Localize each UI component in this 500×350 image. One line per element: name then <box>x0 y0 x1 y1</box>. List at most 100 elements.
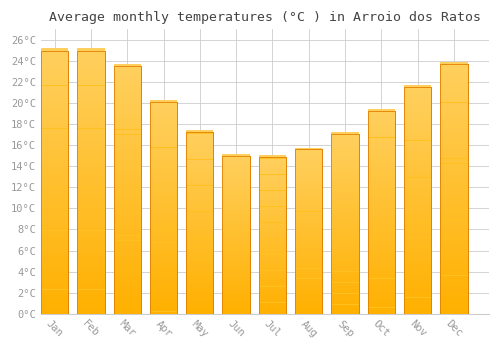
Bar <box>440 281 468 286</box>
Bar <box>440 265 468 271</box>
Bar <box>259 155 286 159</box>
Bar <box>404 196 431 201</box>
Bar <box>368 150 395 154</box>
Bar <box>404 173 431 177</box>
Bar <box>295 188 322 191</box>
Bar <box>404 215 431 219</box>
Bar <box>78 236 104 241</box>
Bar <box>295 285 322 288</box>
Bar <box>186 312 214 315</box>
Bar <box>259 168 286 171</box>
Bar <box>295 258 322 262</box>
Bar <box>368 171 395 175</box>
Bar <box>440 245 468 250</box>
Bar <box>368 308 395 312</box>
Bar <box>186 256 214 260</box>
Bar <box>78 172 104 177</box>
Bar <box>186 208 214 211</box>
Bar <box>186 279 214 282</box>
Bar <box>295 181 322 185</box>
Bar <box>150 273 177 277</box>
Bar <box>332 213 358 216</box>
Bar <box>186 201 214 204</box>
Bar <box>404 90 431 94</box>
Bar <box>404 113 431 117</box>
Bar <box>332 238 358 242</box>
Bar <box>440 153 468 159</box>
Bar <box>368 117 395 121</box>
Bar <box>78 182 104 188</box>
Bar <box>150 277 177 281</box>
Bar <box>404 85 431 90</box>
Bar <box>222 299 250 302</box>
Bar <box>78 161 104 166</box>
Bar <box>332 297 358 301</box>
Bar <box>332 180 358 183</box>
Bar <box>41 289 68 295</box>
Bar <box>332 220 358 224</box>
Bar <box>259 157 286 314</box>
Bar <box>186 178 214 182</box>
Bar <box>41 96 68 102</box>
Bar <box>259 181 286 184</box>
Bar <box>368 291 395 295</box>
Bar <box>186 264 214 267</box>
Bar <box>41 161 68 166</box>
Bar <box>114 145 141 149</box>
Bar <box>295 185 322 188</box>
Bar <box>186 132 214 314</box>
Bar <box>404 210 431 215</box>
Bar <box>295 252 322 255</box>
Bar <box>404 224 431 228</box>
Bar <box>114 246 141 251</box>
Bar <box>332 272 358 275</box>
Bar <box>41 69 68 75</box>
Bar <box>368 229 395 233</box>
Bar <box>440 291 468 296</box>
Bar <box>186 245 214 248</box>
Bar <box>41 295 68 300</box>
Bar <box>150 286 177 290</box>
Bar <box>186 171 214 174</box>
Bar <box>295 289 322 292</box>
Bar <box>259 242 286 245</box>
Bar <box>114 114 141 119</box>
Bar <box>404 284 431 288</box>
Bar <box>78 69 104 75</box>
Bar <box>114 210 141 215</box>
Bar <box>440 219 468 225</box>
Bar <box>259 187 286 190</box>
Bar <box>332 158 358 161</box>
Bar <box>332 176 358 180</box>
Bar <box>150 204 177 208</box>
Bar <box>222 248 250 251</box>
Bar <box>150 307 177 312</box>
Bar <box>41 150 68 155</box>
Bar <box>368 208 395 212</box>
Bar <box>41 75 68 80</box>
Bar <box>440 184 468 189</box>
Bar <box>368 212 395 216</box>
Bar <box>186 241 214 245</box>
Bar <box>404 127 431 131</box>
Bar <box>186 260 214 264</box>
Bar <box>404 274 431 279</box>
Bar <box>368 200 395 204</box>
Bar <box>332 169 358 172</box>
Bar <box>332 224 358 228</box>
Bar <box>222 196 250 199</box>
Bar <box>114 236 141 240</box>
Bar <box>78 204 104 209</box>
Bar <box>440 296 468 301</box>
Bar <box>440 169 468 174</box>
Bar <box>150 195 177 199</box>
Bar <box>404 118 431 122</box>
Bar <box>332 172 358 176</box>
Bar <box>222 177 250 180</box>
Bar <box>295 265 322 268</box>
Bar <box>41 311 68 316</box>
Bar <box>332 290 358 293</box>
Bar <box>78 289 104 295</box>
Bar <box>222 306 250 309</box>
Bar <box>186 234 214 238</box>
